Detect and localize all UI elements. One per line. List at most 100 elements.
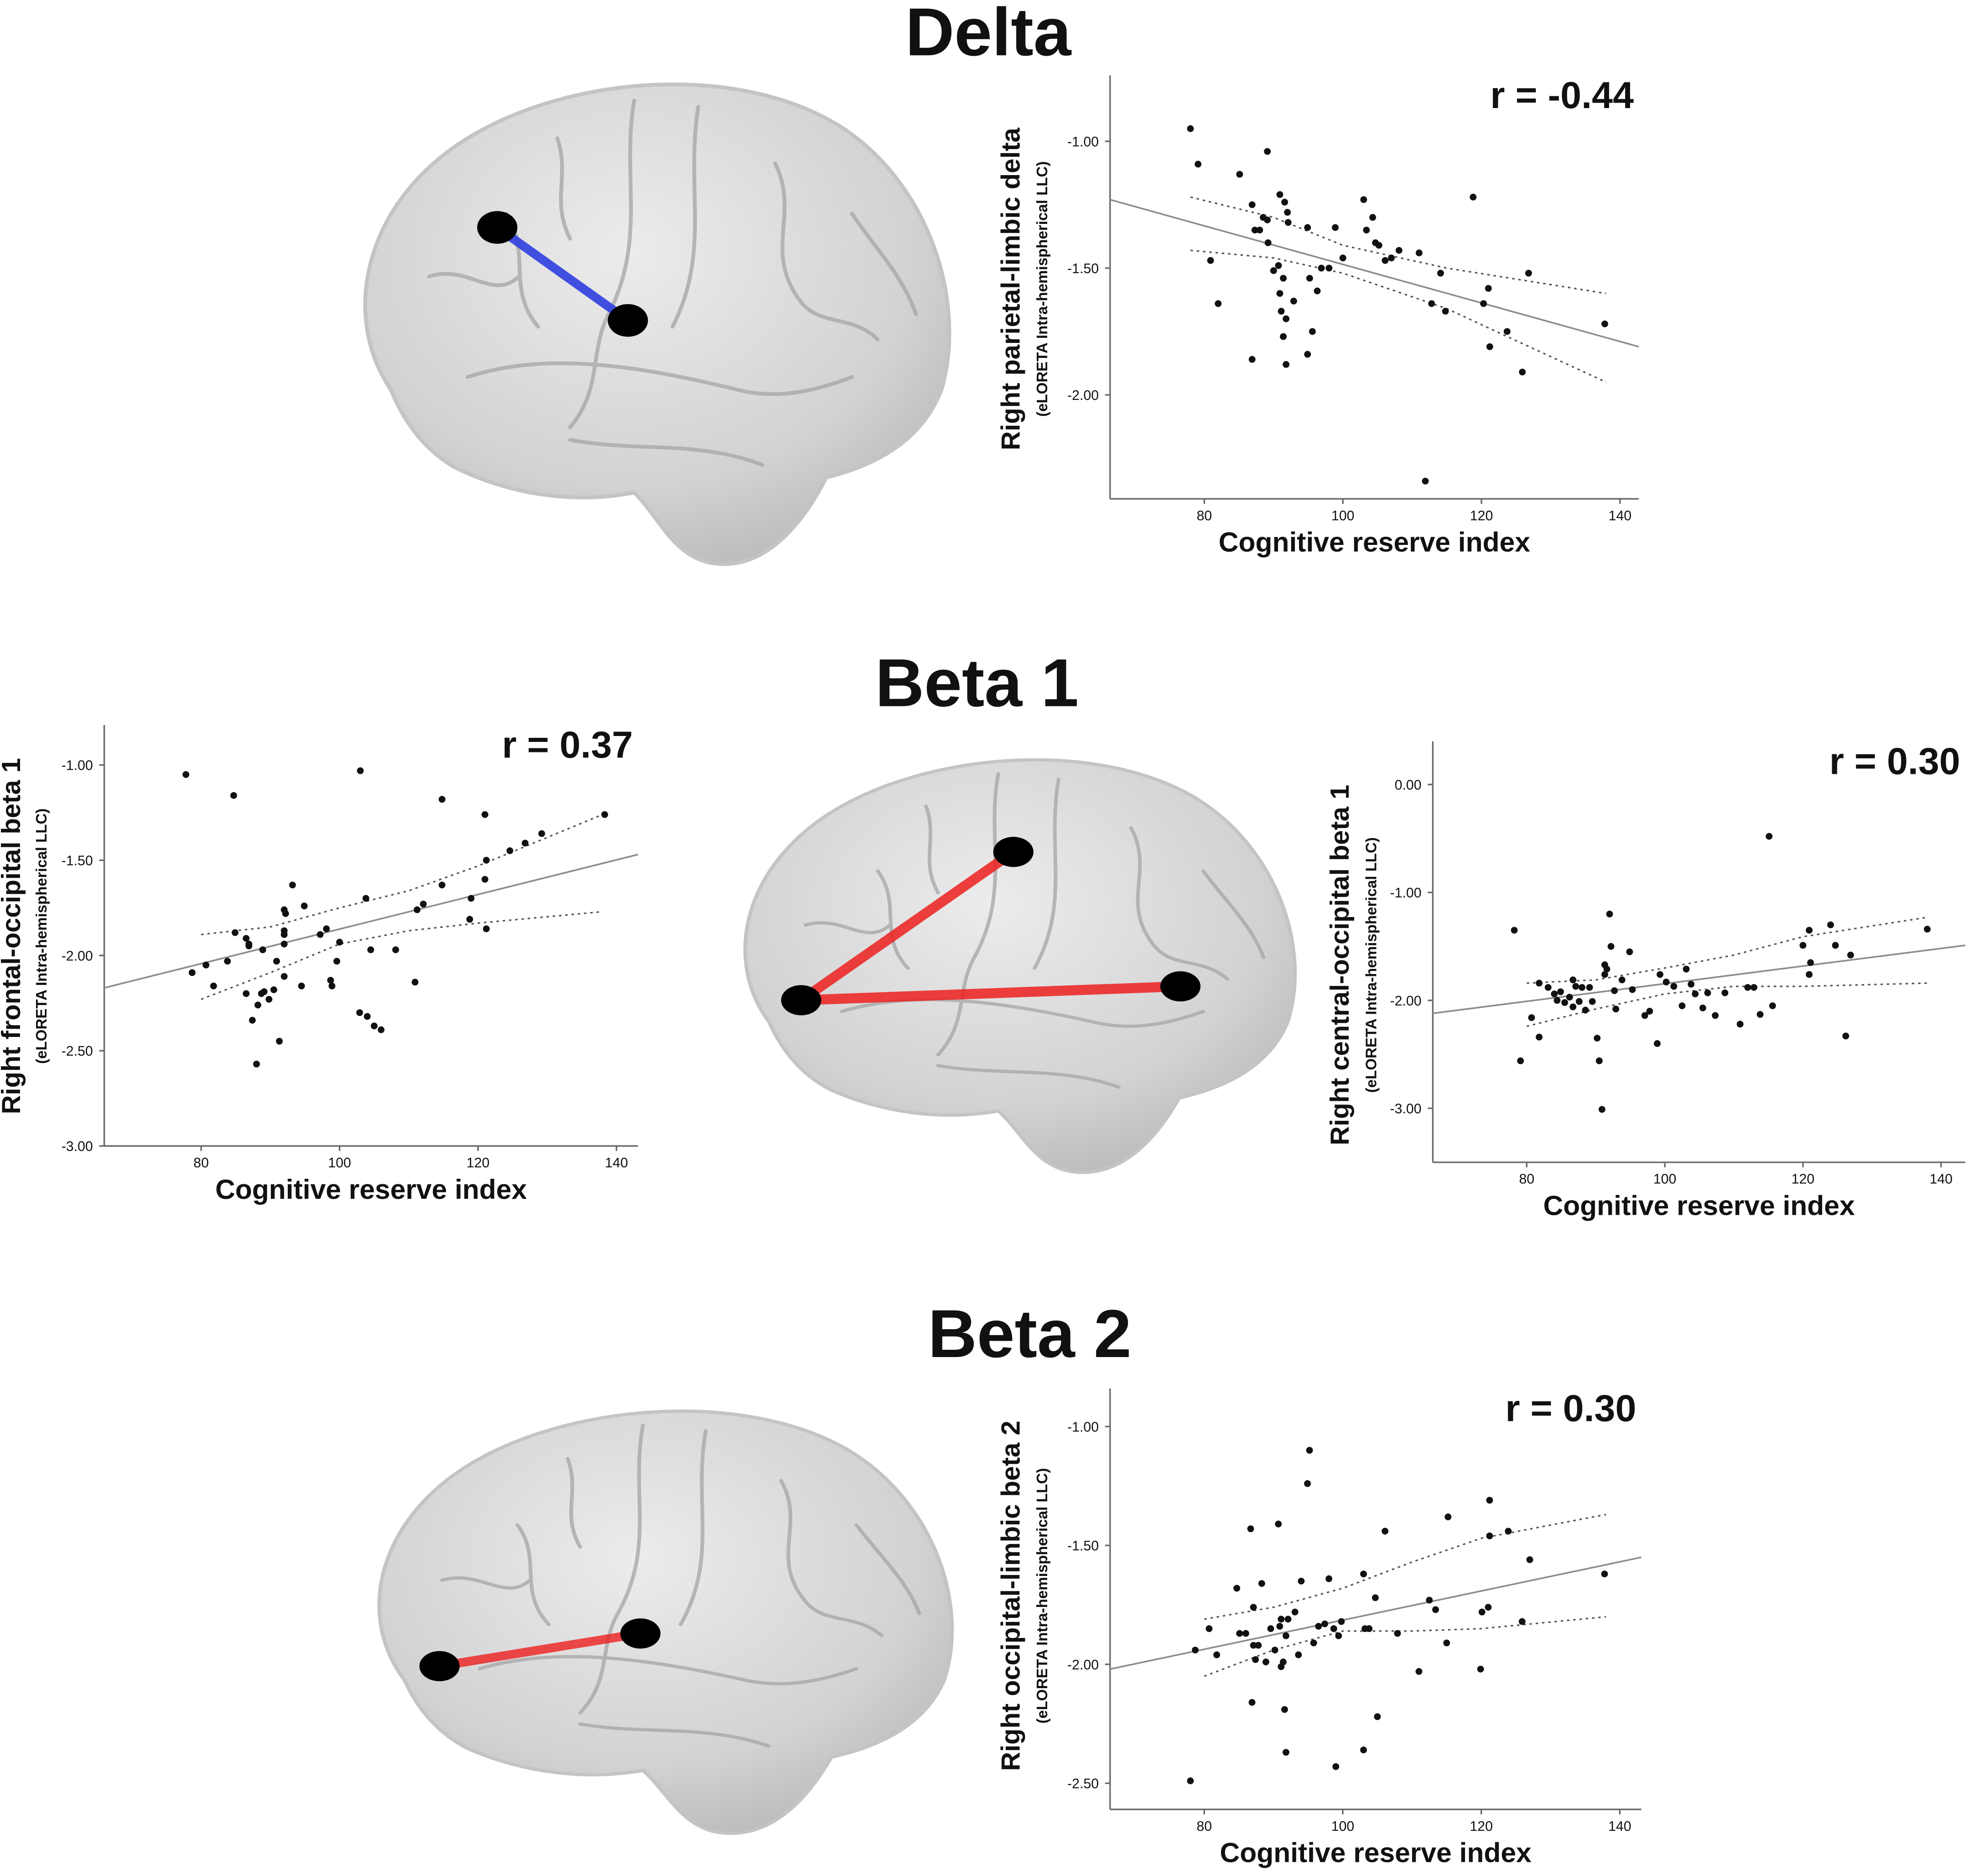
point (1470, 193, 1477, 201)
point (1670, 983, 1678, 990)
point (1437, 269, 1444, 277)
point (230, 792, 237, 799)
point (481, 876, 488, 883)
point (281, 940, 288, 948)
node (477, 211, 518, 244)
x-tick-label: 120 (467, 1156, 490, 1171)
point (1683, 965, 1690, 973)
point (1569, 976, 1577, 984)
point (1267, 1625, 1274, 1632)
point (1270, 267, 1277, 274)
point (210, 982, 217, 990)
point (1310, 1639, 1317, 1647)
point (1595, 1057, 1603, 1064)
point (1250, 1604, 1257, 1611)
confidence-line (201, 814, 603, 936)
y-axis-sublabel: (eLORETA Intra-hemispherical LLC) (33, 808, 50, 1064)
point (1553, 997, 1561, 1004)
point (1363, 227, 1370, 233)
point (392, 946, 399, 954)
y-tick-label: -2.00 (1067, 1658, 1099, 1673)
confidence-line (1204, 1616, 1606, 1677)
panel-title: Delta (905, 0, 1072, 70)
point (1258, 1580, 1265, 1587)
point (538, 830, 546, 837)
x-tick-label: 120 (1792, 1172, 1815, 1187)
confidence-line (1190, 196, 1606, 295)
point (1262, 1658, 1269, 1666)
point (328, 982, 336, 990)
point (1486, 1532, 1493, 1539)
point (1372, 1594, 1379, 1601)
point (1187, 1777, 1194, 1784)
point (438, 796, 446, 803)
x-tick-label: 140 (605, 1156, 628, 1171)
point (1598, 1106, 1605, 1113)
point (1443, 1639, 1450, 1647)
point (1654, 1040, 1661, 1047)
scatter-chart: -1.00 -1.50 -2.00 -2.50 80 100 120 140 r = 0.30 C… (997, 1387, 1642, 1868)
point (253, 1060, 260, 1068)
point (260, 988, 268, 995)
point (273, 958, 280, 965)
point (1536, 1033, 1543, 1041)
point (1601, 971, 1608, 978)
point (601, 811, 608, 818)
point (1578, 984, 1585, 991)
point (1205, 1625, 1213, 1632)
point (1505, 1528, 1512, 1535)
point (1195, 161, 1202, 168)
point (1847, 951, 1854, 959)
annotation: r = 0.30 (1505, 1387, 1636, 1429)
y-axis-label: Right frontal-occipital beta 1 (0, 758, 26, 1114)
point (1557, 988, 1564, 995)
point (333, 958, 340, 965)
point (1426, 1596, 1433, 1604)
point (367, 946, 374, 954)
point (1264, 239, 1272, 246)
point (1444, 1513, 1452, 1520)
y-tick-label: -2.50 (62, 1044, 93, 1059)
point (1330, 1625, 1337, 1632)
y-tick-label: -3.00 (62, 1139, 93, 1154)
point (1283, 1632, 1289, 1639)
point (1304, 224, 1311, 231)
x-tick-label: 80 (1197, 508, 1212, 523)
point (1751, 984, 1757, 991)
y-tick-label: -2.00 (1390, 994, 1422, 1009)
point (1432, 1606, 1439, 1613)
point (1629, 986, 1636, 993)
point (1769, 1002, 1776, 1010)
point (1607, 943, 1615, 950)
connection (494, 223, 631, 324)
connection (801, 981, 1181, 1005)
point (327, 977, 334, 984)
y-tick-label: -1.00 (1390, 886, 1422, 901)
point (1611, 987, 1618, 994)
point (1314, 287, 1321, 295)
point (1264, 148, 1271, 155)
x-tick-label: 140 (1609, 508, 1632, 523)
point (1799, 942, 1807, 949)
x-axis-label: Cognitive reserve index (1220, 1837, 1532, 1868)
point (1842, 1032, 1850, 1040)
point (1485, 1604, 1492, 1611)
point (357, 767, 364, 774)
point (224, 958, 231, 965)
fit-line (104, 854, 639, 989)
point (231, 929, 239, 936)
point (1692, 990, 1699, 998)
point (1248, 1699, 1256, 1706)
point (1278, 308, 1285, 315)
point (1309, 328, 1316, 335)
point (506, 847, 514, 855)
point (1646, 1008, 1653, 1015)
point (245, 943, 253, 949)
point (1477, 1665, 1484, 1673)
point (1480, 300, 1487, 307)
point (1486, 343, 1493, 350)
point (1332, 224, 1339, 231)
point (1566, 994, 1573, 1001)
